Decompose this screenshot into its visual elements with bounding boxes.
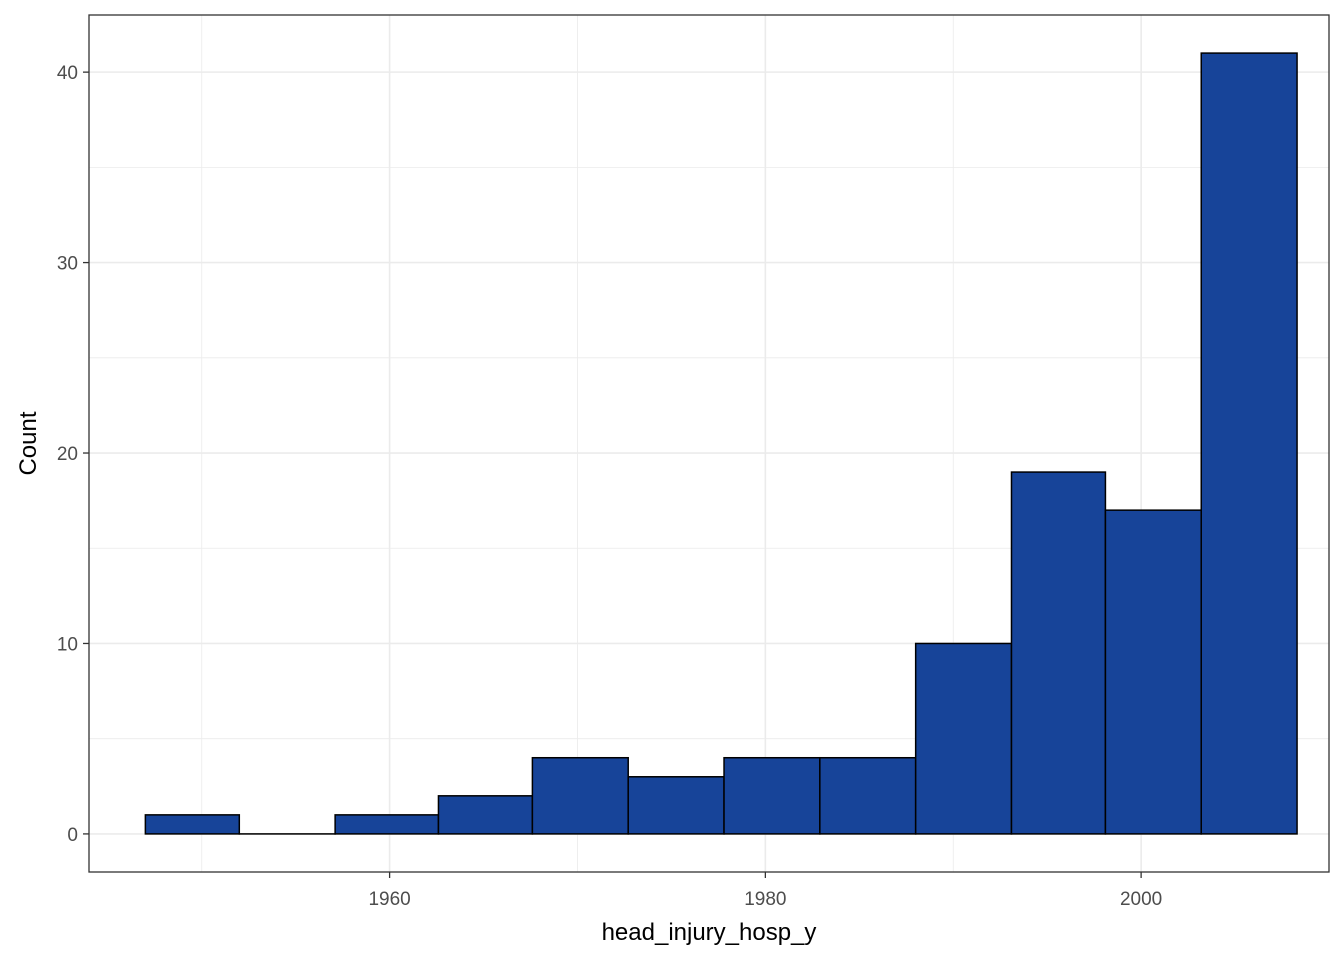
histogram-bar-11	[1105, 510, 1201, 834]
histogram-bar-9	[916, 643, 1012, 833]
y-tick-label: 20	[57, 444, 78, 465]
y-axis-title: Count	[15, 411, 42, 475]
y-tick-label: 10	[57, 634, 78, 655]
x-tick-label: 1960	[368, 889, 410, 910]
histogram-bar-10	[1011, 472, 1105, 834]
x-tick-label: 1980	[744, 889, 786, 910]
x-tick-label: 2000	[1120, 889, 1162, 910]
histogram-bar-1	[145, 815, 239, 834]
y-tick-label: 40	[57, 63, 78, 84]
histogram-bar-7	[724, 758, 820, 834]
histogram-bar-5	[532, 758, 628, 834]
histogram-bar-8	[820, 758, 916, 834]
histogram-bar-6	[628, 777, 724, 834]
y-tick-label: 0	[67, 825, 78, 846]
x-axis-title: head_injury_hosp_y	[602, 919, 817, 946]
histogram-bar-12	[1201, 53, 1297, 834]
histogram-bar-3	[335, 815, 438, 834]
y-tick-label: 30	[57, 254, 78, 275]
histogram-bar-4	[438, 796, 532, 834]
